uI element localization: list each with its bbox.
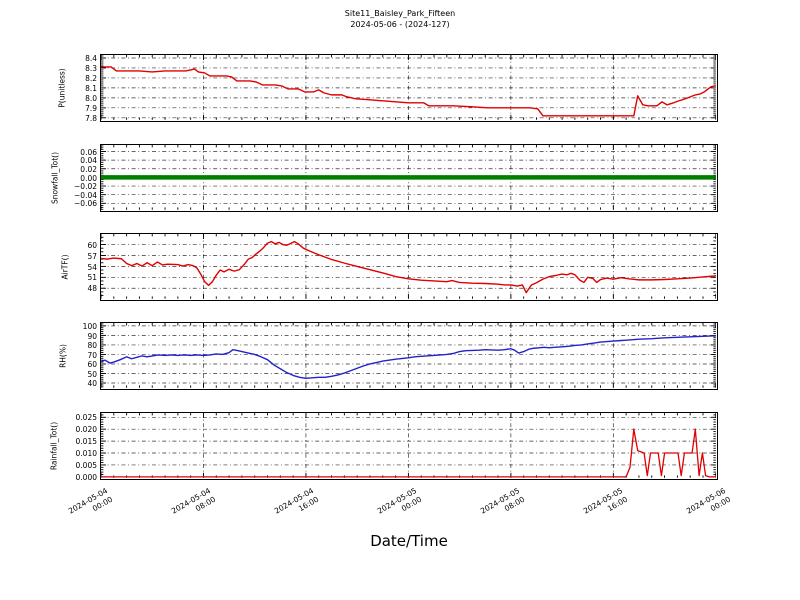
y-tick-label: 0.06 <box>80 147 97 157</box>
x-tick-label: 2024-05-04 00:00 <box>67 486 115 516</box>
y-tick-label: 0.00 <box>80 173 97 183</box>
series-rh <box>101 335 716 379</box>
plot-area-airtf <box>101 234 716 299</box>
y-tick-label: 60 <box>87 240 97 250</box>
plot-area-rh <box>101 323 716 388</box>
subplot-airtf <box>100 233 718 301</box>
y-tick-label: 0.010 <box>75 449 97 459</box>
y-tick-label: 0.04 <box>80 156 97 166</box>
y-tick-label: 0.02 <box>80 164 97 174</box>
y-axis-title-airtf: AirTF() <box>60 254 70 280</box>
y-tick-label: 90 <box>87 331 97 341</box>
subplot-snowfall-tot <box>100 144 718 212</box>
y-tick-label: 8.1 <box>85 84 97 93</box>
y-tick-label: 0.015 <box>75 437 97 447</box>
y-tick-label: −0.04 <box>74 190 97 200</box>
series-airtf <box>101 240 716 294</box>
y-tick-label: 60 <box>87 360 97 370</box>
y-tick-label: −0.06 <box>74 199 97 209</box>
y-tick-label: 0.005 <box>75 461 97 470</box>
x-axis-title: Date/Time <box>370 532 448 550</box>
y-axis-title-p-unitless: P(unitless) <box>57 68 67 108</box>
chart-title-line2: 2024-05-06 - (2024-127) <box>350 19 450 29</box>
x-tick-label: 2024-05-05 00:00 <box>376 486 424 516</box>
y-tick-label: −0.02 <box>74 182 97 192</box>
series-rainfall-tot <box>101 428 716 478</box>
y-tick-label: 7.8 <box>85 113 97 123</box>
x-tick-label: 2024-05-05 08:00 <box>479 486 527 516</box>
y-tick-label: 40 <box>87 379 97 389</box>
y-tick-label: 8.4 <box>85 54 97 64</box>
y-tick-label: 8.0 <box>85 94 97 103</box>
y-tick-label: 0.000 <box>75 472 97 482</box>
y-tick-label: 54 <box>87 262 97 272</box>
y-axis-title-snowfall-tot: Snowfall_Tot() <box>50 151 60 205</box>
chart-title: Site11_Baisley_Park_Fifteen 2024-05-06 -… <box>0 9 800 31</box>
subplot-rh <box>100 322 718 390</box>
y-tick-label: 57 <box>87 251 97 261</box>
y-tick-label: 80 <box>87 341 97 350</box>
y-axis-title-rh: RH(%) <box>58 344 68 368</box>
x-tick-label: 2024-05-05 16:00 <box>582 486 630 516</box>
y-tick-label: 100 <box>82 322 97 331</box>
x-tick-label: 2024-05-06 00:00 <box>685 486 733 516</box>
x-tick-label: 2024-05-04 08:00 <box>170 486 218 516</box>
y-tick-label: 8.3 <box>85 64 97 74</box>
y-tick-label: 8.2 <box>85 74 97 83</box>
y-tick-label: 51 <box>87 273 97 283</box>
y-tick-label: 48 <box>87 284 97 294</box>
chart-title-line1: Site11_Baisley_Park_Fifteen <box>344 9 456 18</box>
x-tick-label: 2024-05-04 16:00 <box>273 486 321 516</box>
y-tick-label: 70 <box>87 350 97 360</box>
y-tick-label: 7.9 <box>85 103 97 113</box>
y-tick-label: 0.020 <box>75 425 97 435</box>
subplot-p-unitless <box>100 54 718 122</box>
plot-area-rainfall-tot <box>101 413 716 478</box>
series-p-unitless <box>101 66 716 117</box>
plot-area-p-unitless <box>101 55 716 120</box>
y-tick-label: 50 <box>87 369 97 379</box>
y-axis-title-rainfall-tot: Rainfall_Tot() <box>49 421 59 471</box>
plot-area-snowfall-tot <box>101 145 716 210</box>
y-tick-label: 0.025 <box>75 413 97 423</box>
subplot-rainfall-tot <box>100 412 718 480</box>
